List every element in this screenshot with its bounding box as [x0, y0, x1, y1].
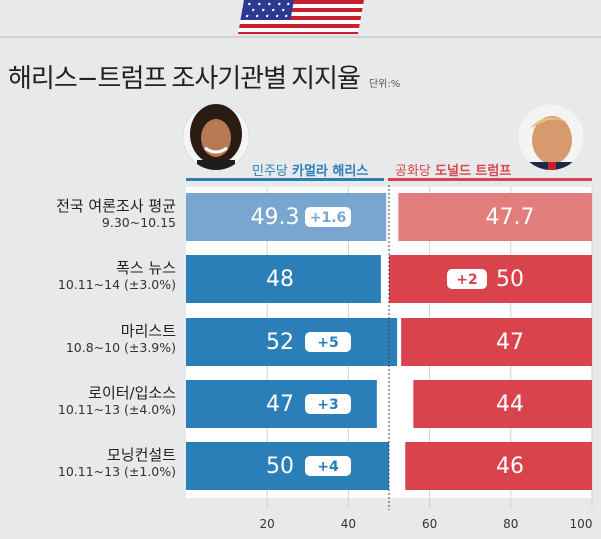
- row-label-0: 전국 여론조사 평균 9.30~10.15: [56, 197, 176, 231]
- rep-bar-3: [413, 380, 592, 428]
- title-part-2: 조사기관별: [171, 64, 287, 94]
- rep-value-label-1: 50: [496, 267, 524, 292]
- x-tick-label-20: 20: [259, 517, 275, 531]
- row-label-4: 모닝컨설트 10.11~13 (±1.0%): [58, 446, 176, 480]
- dem-value-label-4: 50: [266, 454, 294, 479]
- dem-lead-label-0: +1.6: [310, 210, 347, 226]
- row-label-subtitle: 9.30~10.15: [101, 215, 176, 230]
- x-tick-label-80: 80: [503, 517, 519, 531]
- row-label-subtitle: 10.8~10 (±3.9%): [65, 340, 176, 355]
- rep-lead-badge-1: [447, 269, 487, 289]
- unit-label: 단위:%: [368, 79, 401, 90]
- row-label-subtitle: 10.11~13 (±1.0%): [57, 464, 176, 479]
- chart-title: 해리스−트럼프 조사기관별 지지율 단위:%: [8, 58, 400, 95]
- row-label-name: 모닝컨설트: [106, 446, 176, 464]
- dem-bar-1: [186, 255, 381, 303]
- rep-value-label-2: 47: [496, 330, 524, 355]
- rep-lead-label-1: +2: [456, 272, 477, 288]
- row-label-subtitle: 10.11~14 (±3.0%): [57, 277, 176, 292]
- dem-bar-4: [186, 442, 389, 490]
- trump-portrait: [518, 104, 584, 170]
- dem-bar-0: [186, 193, 387, 241]
- rep-value-label-0: 47.7: [486, 205, 535, 230]
- dem-candidate-label: 민주당 카멀라 해리스: [252, 160, 368, 179]
- row-label-1: 폭스 뉴스 10.11~14 (±3.0%): [58, 259, 176, 293]
- row-label-3: 로이터/입소스 10.11~13 (±4.0%): [58, 384, 176, 418]
- dem-lead-badge-0: [305, 207, 351, 227]
- dem-lead-badge-2: [305, 332, 351, 352]
- dem-party: 민주당: [252, 164, 288, 179]
- title-part-bold: 지지율: [291, 64, 361, 94]
- row-label-name: 마리스트: [120, 322, 176, 340]
- dem-lead-badge-3: [305, 394, 351, 414]
- dem-lead-label-3: +3: [317, 397, 338, 413]
- ballot-box-edge: [0, 36, 601, 38]
- dem-value-label-1: 48: [266, 267, 294, 292]
- row-label-name: 전국 여론조사 평균: [56, 197, 176, 215]
- us-flag-icon: [238, 0, 364, 34]
- row-label-name: 로이터/입소스: [88, 384, 176, 402]
- dem-lead-label-4: +4: [317, 459, 339, 475]
- dem-bar-2: [186, 318, 398, 366]
- dem-lead-badge-4: [305, 456, 351, 476]
- dem-header-rule: [186, 178, 384, 181]
- x-tick-label-40: 40: [340, 517, 357, 531]
- rep-header-rule: [388, 178, 592, 181]
- dem-name: 카멀라 해리스: [292, 164, 369, 179]
- row-label-2: 마리스트 10.8~10 (±3.9%): [66, 322, 176, 356]
- rep-name: 도널드 트럼프: [435, 164, 512, 179]
- dem-value-label-2: 52: [266, 330, 294, 355]
- dem-value-label-3: 47: [266, 392, 294, 417]
- x-tick-label-60: 60: [421, 517, 438, 531]
- row-label-subtitle: 10.11~13 (±4.0%): [57, 402, 176, 417]
- x-tick-label-100: 100: [569, 517, 593, 531]
- rep-bar-1: [389, 255, 592, 303]
- title-part-1: 해리스−트럼프: [8, 64, 167, 94]
- row-label-name: 폭스 뉴스: [116, 259, 176, 277]
- dem-value-label-0: 49.3: [251, 205, 300, 230]
- rep-bar-4: [405, 442, 592, 490]
- rep-value-label-3: 44: [496, 392, 524, 417]
- rep-bar-0: [398, 193, 592, 241]
- rep-candidate-label: 공화당 도널드 트럼프: [395, 160, 511, 179]
- harris-portrait: [183, 104, 249, 170]
- rep-party: 공화당: [395, 164, 431, 179]
- rep-value-label-4: 46: [496, 454, 524, 479]
- rep-bar-2: [401, 318, 592, 366]
- dem-lead-label-2: +5: [317, 335, 338, 351]
